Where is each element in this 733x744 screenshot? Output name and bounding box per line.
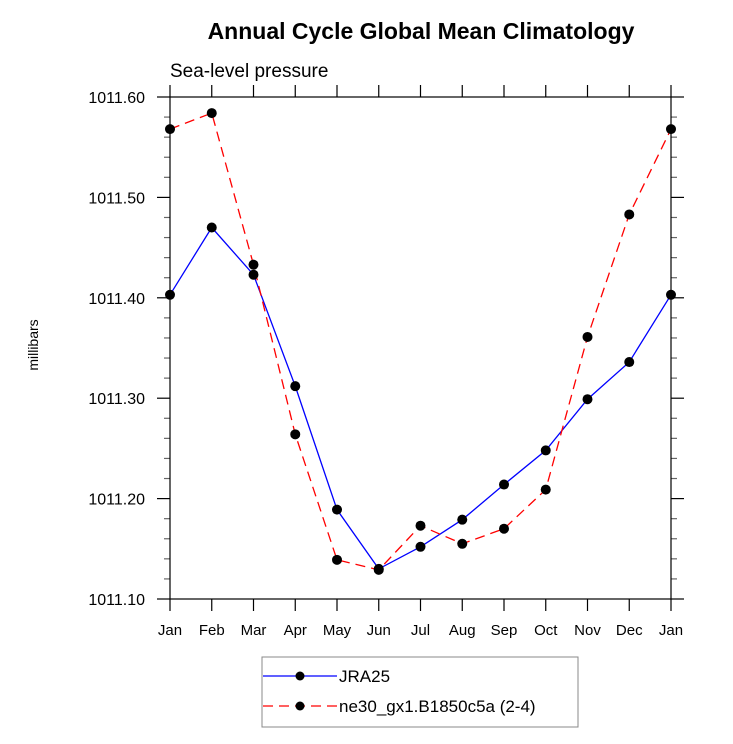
legend-label-ne30: ne30_gx1.B1850c5a (2-4)	[339, 697, 536, 716]
chart-subtitle: Sea-level pressure	[170, 61, 328, 82]
data-point	[206, 222, 217, 233]
chart-title: Annual Cycle Global Mean Climatology	[208, 18, 635, 44]
series-lines	[169, 112, 672, 571]
y-axis-label: millibars	[25, 319, 41, 370]
x-tick-label: Feb	[199, 622, 225, 639]
data-point	[582, 331, 593, 342]
legend-marker-jra25	[295, 671, 305, 681]
data-point	[540, 445, 551, 456]
data-point	[373, 564, 384, 575]
y-tick-label: 1011.20	[88, 492, 145, 509]
legend-box	[261, 656, 579, 728]
y-tick-label: 1011.50	[88, 190, 145, 207]
x-tick-label: Sep	[491, 622, 518, 639]
y-tick-label: 1011.10	[88, 592, 145, 609]
data-point	[332, 554, 342, 565]
data-point	[457, 538, 468, 549]
data-point	[499, 479, 509, 490]
y-tick-label: 1011.60	[88, 90, 145, 107]
data-point	[248, 259, 259, 270]
data-point	[332, 504, 342, 515]
data-point	[415, 520, 426, 531]
x-tick-label: Jul	[411, 622, 430, 639]
x-tick-label: Jun	[367, 622, 391, 639]
x-tick-label: Aug	[449, 622, 476, 639]
x-tick-label: Jan	[659, 622, 683, 639]
x-tick-label: Apr	[284, 622, 307, 639]
y-tick-labels: 1011.10 1011.20 1011.30 1011.40 1011.50 1011.…	[88, 90, 145, 609]
data-point	[499, 523, 509, 534]
x-tick-label: Oct	[534, 622, 558, 639]
data-point	[624, 357, 635, 368]
data-point	[290, 381, 301, 392]
data-point	[415, 541, 426, 552]
x-tick-label: Dec	[616, 622, 643, 639]
legend-label-jra25: JRA25	[339, 667, 390, 686]
x-tick-label: Nov	[574, 622, 601, 639]
data-point	[582, 394, 593, 405]
data-point	[206, 108, 217, 119]
data-point	[290, 429, 301, 440]
series-markers	[165, 108, 676, 575]
x-tick-label: Mar	[241, 622, 267, 639]
data-point	[248, 269, 259, 280]
x-tick-label: May	[323, 622, 352, 639]
legend: JRA25 ne30_gx1.B1850c5a (2-4)	[261, 656, 579, 728]
axis-ticks	[157, 85, 684, 611]
x-tick-label: Jan	[158, 622, 182, 639]
series-line-0	[169, 226, 672, 570]
x-tick-labels: Jan Feb Mar Apr May Jun Jul Aug Sep Oct Nov Dec Jan	[158, 622, 683, 639]
data-point	[624, 209, 635, 220]
plot-frame	[169, 96, 672, 600]
series-line-1	[169, 112, 672, 571]
y-tick-label: 1011.30	[88, 391, 145, 408]
legend-marker-ne30	[295, 701, 305, 711]
y-tick-label: 1011.40	[88, 291, 145, 308]
data-point	[540, 484, 551, 495]
data-point	[457, 514, 468, 525]
